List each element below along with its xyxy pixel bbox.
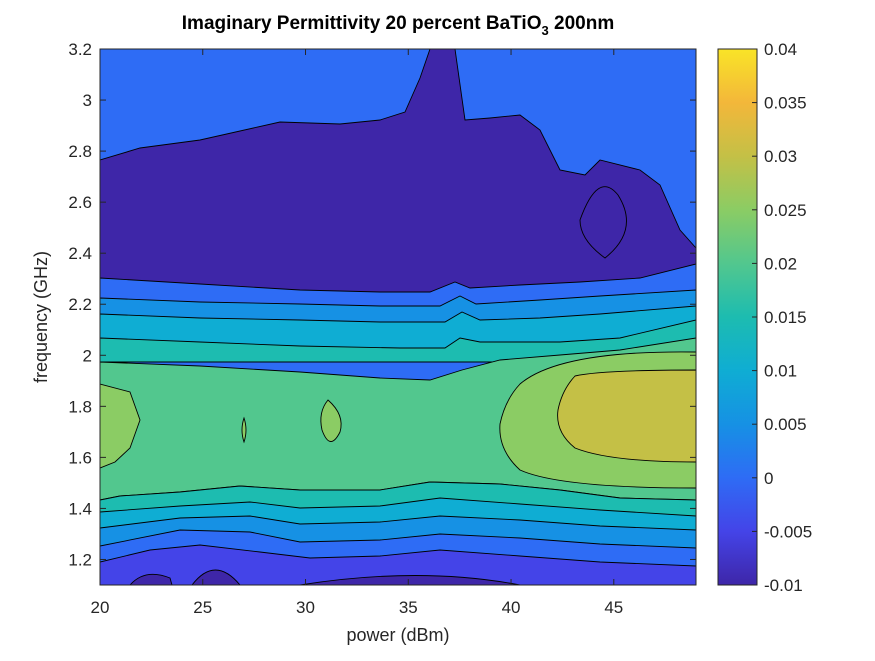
colorbar-tick-label: 0.035	[764, 94, 807, 113]
colorbar-tick-label: 0.025	[764, 201, 807, 220]
contour-layer-3	[100, 305, 696, 351]
chart-title: Imaginary Permittivity 20 percent BaTiO3…	[182, 13, 614, 38]
contour-lobe-left	[100, 383, 141, 469]
colorbar-axis: -0.01 -0.005 0 0.005 0.01 0.015 0.02 0.025 0.03 0…	[752, 40, 812, 595]
y-tick-label: 2	[83, 346, 92, 365]
colorbar-tick-label: -0.01	[764, 576, 803, 595]
colorbar-tick-label: -0.005	[764, 522, 812, 541]
colorbar	[717, 48, 758, 586]
colorbar-tick-label: 0.005	[764, 415, 807, 434]
y-tick-label: 2.6	[68, 193, 92, 212]
contour-region-upper-pocket	[579, 186, 627, 259]
x-tick-label: 45	[604, 598, 623, 617]
chart-title-main: Imaginary Permittivity 20 percent BaTiO	[182, 13, 542, 34]
x-tick-label: 35	[399, 598, 418, 617]
x-tick-label: 25	[193, 598, 212, 617]
x-tick-label: 40	[502, 598, 521, 617]
x-axis: 20 25 30 35 40 45	[91, 49, 623, 617]
colorbar-tick-label: 0.04	[764, 40, 797, 59]
y-axis: 1.2 1.4 1.6 1.8 2 2.2 2.4 2.6 2.8 3 3.2	[68, 40, 696, 569]
chart-title-subscript: 3	[542, 23, 549, 38]
contour-lobe-mid	[320, 399, 342, 442]
contour-lobe-small	[241, 416, 247, 444]
y-tick-label: 1.2	[68, 550, 92, 569]
contour-fill-group	[100, 49, 696, 585]
plot-frame	[99, 48, 697, 586]
colorbar-tick-label: 0.03	[764, 147, 797, 166]
y-tick-label: 2.2	[68, 295, 92, 314]
y-tick-label: 3.2	[68, 40, 92, 59]
chart-title-suffix: 200nm	[549, 13, 614, 34]
contour-bottom-pocket-3	[299, 575, 521, 585]
y-tick-label: 1.4	[68, 499, 92, 518]
contour-hotspot	[557, 369, 696, 463]
x-tick-label: 20	[91, 598, 110, 617]
colorbar-tick-label: 0	[764, 469, 773, 488]
colorbar-tick-label: 0.015	[764, 308, 807, 327]
y-tick-label: 2.4	[68, 244, 92, 263]
y-tick-label: 3	[83, 91, 92, 110]
colorbar-tick-label: 0.02	[764, 254, 797, 273]
contour-layer-4	[100, 319, 696, 363]
contour-region-lowband	[100, 49, 696, 301]
x-axis-label: power (dBm)	[346, 625, 449, 645]
y-tick-label: 1.6	[68, 448, 92, 467]
x-tick-label: 30	[296, 598, 315, 617]
y-axis-label: frequency (GHz)	[31, 251, 51, 383]
contour-layer-9	[100, 544, 696, 585]
colorbar-tick-label: 0.01	[764, 362, 797, 381]
y-tick-label: 1.8	[68, 397, 92, 416]
y-tick-label: 2.8	[68, 142, 92, 161]
contour-bottom-pocket-1	[129, 573, 173, 585]
